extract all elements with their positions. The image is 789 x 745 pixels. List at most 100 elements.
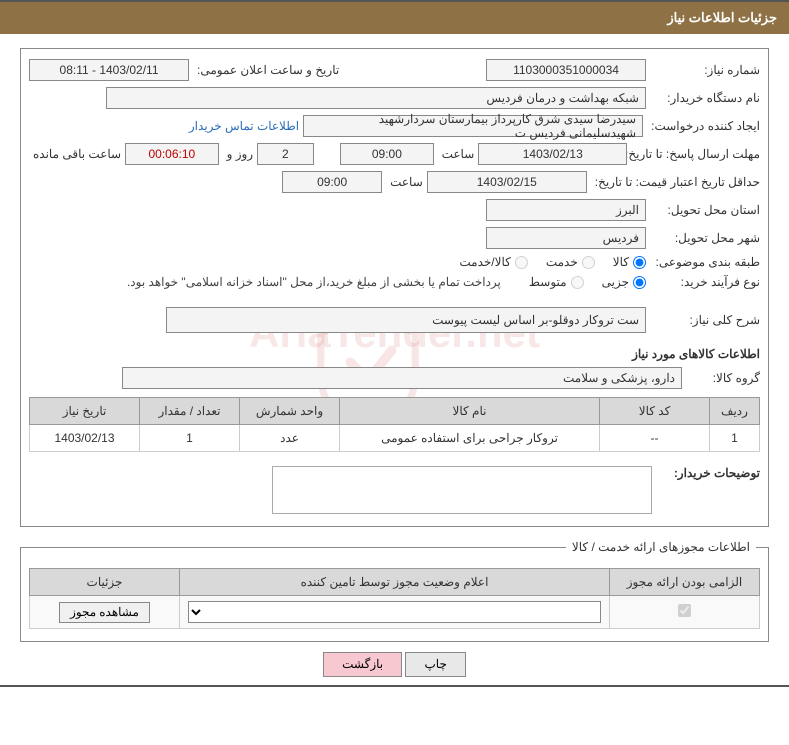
cell-idx: 1: [710, 425, 760, 452]
page-title: جزئیات اطلاعات نیاز: [667, 10, 777, 25]
days-remain-field: 2: [257, 143, 314, 165]
table-row: 1 -- تروکار جراحی برای استفاده عمومی عدد…: [30, 425, 760, 452]
deadline-time-field: 09:00: [340, 143, 434, 165]
cell-date: 1403/02/13: [30, 425, 140, 452]
row-deadline: مهلت ارسال پاسخ: تا تاریخ: 1403/02/13 سا…: [29, 143, 760, 165]
print-button[interactable]: چاپ: [405, 652, 465, 677]
row-buyer-notes: توضیحات خریدار:: [29, 466, 760, 514]
view-license-button[interactable]: مشاهده مجوز: [59, 602, 150, 623]
action-buttons-row: چاپ بازگشت: [0, 652, 789, 677]
lic-cell-detail: مشاهده مجوز: [30, 596, 180, 629]
contact-buyer-link[interactable]: اطلاعات تماس خریدار: [189, 119, 299, 133]
radio-goods[interactable]: کالا: [613, 255, 646, 269]
lic-cell-status: [180, 596, 610, 629]
category-label: طبقه بندی موضوعی:: [650, 255, 760, 269]
buyer-org-field: شبکه بهداشت و درمان فردیس: [106, 87, 646, 109]
cell-unit: عدد: [240, 425, 340, 452]
col-row: ردیف: [710, 398, 760, 425]
radio-medium-label: متوسط: [529, 275, 567, 289]
category-radio-group: کالا خدمت کالا/خدمت: [459, 255, 646, 269]
radio-goods-input[interactable]: [633, 256, 646, 269]
announce-label: تاریخ و ساعت اعلان عمومی:: [193, 63, 339, 77]
page-header: جزئیات اطلاعات نیاز: [0, 0, 789, 34]
announce-field: 1403/02/11 - 08:11: [29, 59, 189, 81]
row-province: استان محل تحویل: البرز: [29, 199, 760, 221]
lic-cell-mandatory: [610, 596, 760, 629]
items-table: ردیف کد کالا نام کالا واحد شمارش تعداد /…: [29, 397, 760, 452]
row-buyer-org: نام دستگاه خریدار: شبکه بهداشت و درمان ف…: [29, 87, 760, 109]
lic-col-status: اعلام وضعیت مجوز توسط تامین کننده: [180, 569, 610, 596]
payment-note: پرداخت تمام یا بخشی از مبلغ خرید،از محل …: [127, 275, 501, 289]
row-category: طبقه بندی موضوعی: کالا خدمت کالا/خدمت: [29, 255, 760, 269]
deadline-label: مهلت ارسال پاسخ: تا تاریخ:: [631, 147, 760, 161]
col-name: نام کالا: [340, 398, 600, 425]
process-label: نوع فرآیند خرید:: [650, 275, 760, 289]
cell-name: تروکار جراحی برای استفاده عمومی: [340, 425, 600, 452]
time-remain-field: 00:06:10: [125, 143, 219, 165]
deadline-time-label: ساعت: [438, 147, 475, 161]
summary-field: ست تروکار دوقلو-بر اساس لیست پیوست: [166, 307, 646, 333]
city-label: شهر محل تحویل:: [650, 231, 760, 245]
radio-partial-label: جزیی: [602, 275, 629, 289]
city-field: فردیس: [486, 227, 646, 249]
summary-label: شرح کلی نیاز:: [650, 313, 760, 327]
validity-time-label: ساعت: [386, 175, 423, 189]
buyer-org-label: نام دستگاه خریدار:: [650, 91, 760, 105]
row-summary: شرح کلی نیاز: ست تروکار دوقلو-بر اساس لی…: [29, 307, 760, 333]
mandatory-checkbox: [678, 604, 691, 617]
need-no-field: 1103000351000034: [486, 59, 646, 81]
col-date: تاریخ نیاز: [30, 398, 140, 425]
row-group: گروه کالا: دارو، پزشکی و سلامت: [29, 367, 760, 389]
license-status-select[interactable]: [188, 601, 601, 623]
buyer-notes-box: [272, 466, 652, 514]
radio-goods-label: کالا: [613, 255, 629, 269]
remaining-label: ساعت باقی مانده: [29, 147, 121, 161]
validity-date-field: 1403/02/15: [427, 171, 587, 193]
radio-goods-service-input[interactable]: [515, 256, 528, 269]
radio-goods-service[interactable]: کالا/خدمت: [459, 255, 527, 269]
goods-section-heading: اطلاعات کالاهای مورد نیاز: [29, 347, 760, 361]
back-button[interactable]: بازگشت: [323, 652, 402, 677]
footer-divider: [0, 685, 789, 687]
radio-goods-service-label: کالا/خدمت: [459, 255, 510, 269]
row-need-number: شماره نیاز: 1103000351000034 تاریخ و ساع…: [29, 59, 760, 81]
main-form-panel: AriaTender.net شماره نیاز: 1103000351000…: [20, 48, 769, 527]
col-unit: واحد شمارش: [240, 398, 340, 425]
items-header-row: ردیف کد کالا نام کالا واحد شمارش تعداد /…: [30, 398, 760, 425]
requester-label: ایجاد کننده درخواست:: [647, 119, 760, 133]
group-label: گروه کالا:: [690, 371, 760, 385]
lic-col-detail: جزئیات: [30, 569, 180, 596]
cell-code: --: [600, 425, 710, 452]
row-process: نوع فرآیند خرید: جزیی متوسط پرداخت تمام …: [29, 275, 760, 289]
requester-field: سیدرضا سیدی شرق کارپرداز بیمارستان سردار…: [303, 115, 643, 137]
radio-medium-input[interactable]: [571, 276, 584, 289]
row-requester: ایجاد کننده درخواست: سیدرضا سیدی شرق کار…: [29, 115, 760, 137]
buyer-notes-label: توضیحات خریدار:: [660, 466, 760, 480]
validity-label: حداقل تاریخ اعتبار قیمت: تا تاریخ:: [591, 175, 760, 189]
need-no-label: شماره نیاز:: [650, 63, 760, 77]
province-field: البرز: [486, 199, 646, 221]
license-panel: اطلاعات مجوزهای ارائه خدمت / کالا الزامی…: [20, 547, 769, 642]
deadline-date-field: 1403/02/13: [478, 143, 627, 165]
radio-service[interactable]: خدمت: [546, 255, 595, 269]
group-field: دارو، پزشکی و سلامت: [122, 367, 682, 389]
row-city: شهر محل تحویل: فردیس: [29, 227, 760, 249]
license-row: مشاهده مجوز: [30, 596, 760, 629]
radio-medium[interactable]: متوسط: [529, 275, 584, 289]
license-panel-legend: اطلاعات مجوزهای ارائه خدمت / کالا: [566, 540, 756, 554]
radio-partial-input[interactable]: [633, 276, 646, 289]
radio-service-input[interactable]: [582, 256, 595, 269]
col-code: کد کالا: [600, 398, 710, 425]
lic-col-mandatory: الزامی بودن ارائه مجوز: [610, 569, 760, 596]
col-qty: تعداد / مقدار: [140, 398, 240, 425]
validity-time-field: 09:00: [282, 171, 382, 193]
row-validity: حداقل تاریخ اعتبار قیمت: تا تاریخ: 1403/…: [29, 171, 760, 193]
cell-qty: 1: [140, 425, 240, 452]
process-radio-group: جزیی متوسط: [529, 275, 646, 289]
radio-partial[interactable]: جزیی: [602, 275, 646, 289]
license-table: الزامی بودن ارائه مجوز اعلام وضعیت مجوز …: [29, 568, 760, 629]
radio-service-label: خدمت: [546, 255, 578, 269]
days-and-label: روز و: [223, 147, 254, 161]
province-label: استان محل تحویل:: [650, 203, 760, 217]
license-header-row: الزامی بودن ارائه مجوز اعلام وضعیت مجوز …: [30, 569, 760, 596]
